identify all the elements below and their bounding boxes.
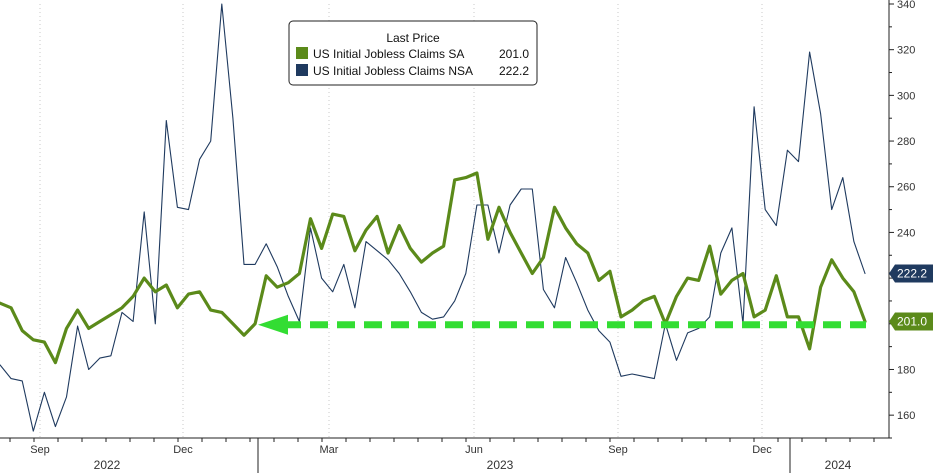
y-tick-label: 300 xyxy=(897,90,915,102)
x-tick-label: Sep xyxy=(30,444,50,456)
legend-entry-value: 222.2 xyxy=(499,64,529,78)
y-tick-label: 280 xyxy=(897,136,915,148)
y-tick-label: 340 xyxy=(897,0,915,11)
badge-nsa-label: 222.2 xyxy=(897,267,927,281)
legend: Last Price US Initial Jobless Claims SA 20… xyxy=(288,20,538,86)
x-tick-label: Dec xyxy=(752,444,772,456)
badge-sa-shape xyxy=(889,312,933,331)
x-axis: Sep Dec Mar Jun Sep Dec 2022 2023 2024 xyxy=(0,437,889,473)
x-year-label: 2024 xyxy=(825,458,852,472)
x-year-label: 2022 xyxy=(94,458,121,472)
y-tick-label: 240 xyxy=(897,227,915,239)
legend-title: Last Price xyxy=(386,31,440,45)
legend-entry-value: 201.0 xyxy=(499,47,529,61)
x-tick-label: Dec xyxy=(173,444,193,456)
badge-sa-label: 201.0 xyxy=(897,315,927,329)
y-tick-label: 320 xyxy=(897,45,915,57)
legend-entry-name: US Initial Jobless Claims NSA xyxy=(313,64,473,78)
last-value-badges: 222.2 201.0 xyxy=(889,264,933,331)
y-tick-label: 180 xyxy=(897,364,915,376)
x-tick-label: Jun xyxy=(465,444,483,456)
legend-entry-name: US Initial Jobless Claims SA xyxy=(313,47,464,61)
y-tick-label: 260 xyxy=(897,182,915,194)
x-tick-label: Sep xyxy=(608,444,628,456)
annotation-arrowhead xyxy=(258,314,288,335)
x-year-label: 2023 xyxy=(487,458,514,472)
legend-swatch xyxy=(296,64,308,76)
x-tick-label: Mar xyxy=(320,444,339,456)
series-line-nsa xyxy=(0,3,866,432)
legend-box xyxy=(288,20,538,86)
series-line-sa xyxy=(0,171,867,365)
legend-swatch xyxy=(296,47,308,59)
y-axis: 160180200220240260280300320340 xyxy=(888,0,915,439)
series-lines xyxy=(0,3,867,432)
y-tick-label: 160 xyxy=(897,410,915,422)
badge-nsa-shape xyxy=(889,264,933,283)
support-arrow-annotation xyxy=(258,314,866,335)
